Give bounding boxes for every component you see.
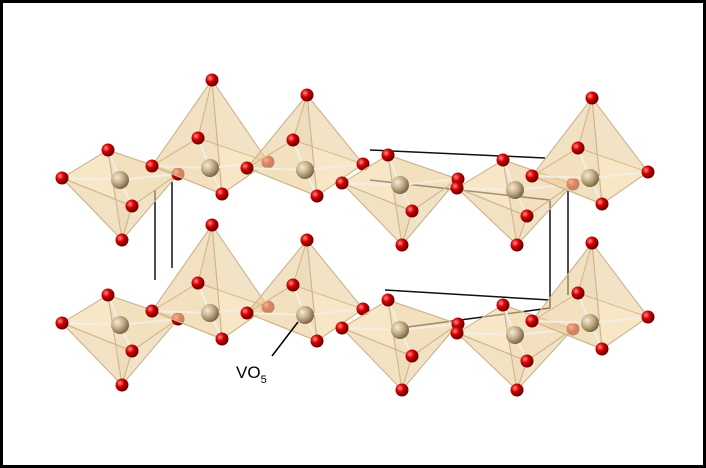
oxygen-atom (396, 239, 409, 252)
oxygen-atom (451, 182, 464, 195)
vanadium-atom (296, 161, 314, 179)
oxygen-atom (192, 277, 205, 290)
oxygen-atom (382, 294, 395, 307)
oxygen-atom (572, 287, 585, 300)
oxygen-atom (521, 210, 534, 223)
oxygen-atom (192, 132, 205, 145)
oxygen-atom (572, 142, 585, 155)
vanadium-atom (111, 316, 129, 334)
oxygen-atom (642, 166, 655, 179)
frame (2, 2, 705, 467)
oxygen-atom (206, 219, 219, 232)
oxygen-atom (126, 200, 139, 213)
oxygen-atom (586, 92, 599, 105)
oxygen-atom (511, 239, 524, 252)
oxygen-atom (336, 177, 349, 190)
oxygen-atom (497, 299, 510, 312)
vanadium-atom (296, 306, 314, 324)
oxygen-atom (521, 355, 534, 368)
oxygen-atom (116, 379, 129, 392)
oxygen-atom (126, 345, 139, 358)
oxygen-atom (116, 234, 129, 247)
vanadium-atom (391, 176, 409, 194)
label-subscript: 5 (261, 374, 267, 386)
oxygen-atom (396, 384, 409, 397)
vanadium-atom (581, 169, 599, 187)
oxygen-atom (216, 333, 229, 346)
oxygen-atom (216, 188, 229, 201)
oxygen-atom (526, 315, 539, 328)
oxygen-atom (511, 384, 524, 397)
oxygen-atom (287, 134, 300, 147)
oxygen-atom (301, 234, 314, 247)
label-main: VO (236, 363, 261, 382)
oxygen-atom (596, 198, 609, 211)
oxygen-atom (287, 279, 300, 292)
vanadium-atom (506, 181, 524, 199)
oxygen-atom (56, 172, 69, 185)
oxygen-atom (146, 305, 159, 318)
oxygen-atom (336, 322, 349, 335)
oxygen-atom (311, 190, 324, 203)
oxygen-atom (301, 89, 314, 102)
oxygen-atom (382, 149, 395, 162)
oxygen-atom (102, 144, 115, 157)
oxygen-atom (406, 350, 419, 363)
oxygen-atom (102, 289, 115, 302)
oxygen-atom (56, 317, 69, 330)
oxygen-atom (596, 343, 609, 356)
crystal-structure: VO5 (0, 0, 706, 468)
oxygen-atom (241, 307, 254, 320)
oxygen-atom (642, 311, 655, 324)
oxygen-atom (526, 170, 539, 183)
vanadium-atom (111, 171, 129, 189)
oxygen-atom (586, 237, 599, 250)
oxygen-atom (146, 160, 159, 173)
vanadium-atom (391, 321, 409, 339)
vanadium-atom (581, 314, 599, 332)
oxygen-atom (451, 327, 464, 340)
oxygen-atom (311, 335, 324, 348)
vanadium-atom (506, 326, 524, 344)
oxygen-atom (497, 154, 510, 167)
oxygen-atom (241, 162, 254, 175)
vanadium-atom (201, 159, 219, 177)
oxygen-atom (206, 74, 219, 87)
vanadium-atom (201, 304, 219, 322)
oxygen-atom (406, 205, 419, 218)
